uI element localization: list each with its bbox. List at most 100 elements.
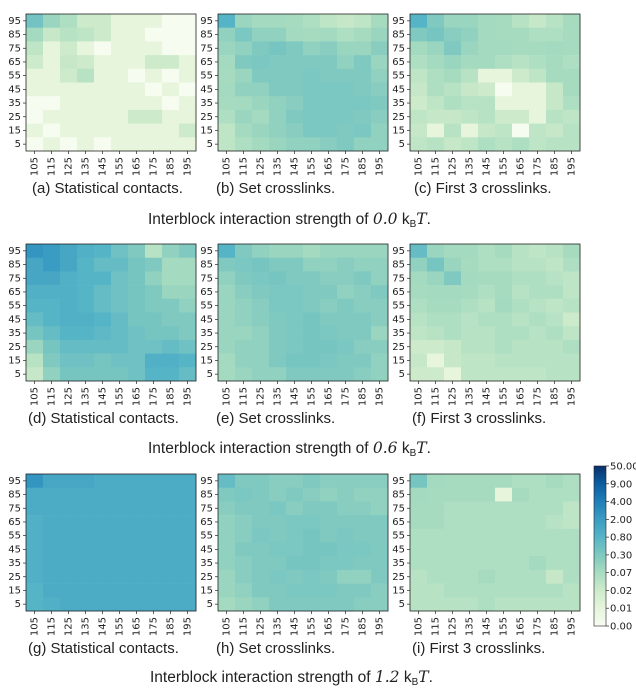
heatmap-frame <box>409 473 581 612</box>
heatmap-cell <box>60 271 78 286</box>
heatmap-cell <box>269 474 287 488</box>
x-tick-label: 145 <box>482 157 493 176</box>
y-tick-label: 85 <box>392 260 405 271</box>
heatmap-cell <box>145 487 163 502</box>
heatmap-cell <box>371 312 389 327</box>
heatmap-cell <box>128 528 146 543</box>
heatmap-cell <box>303 569 321 584</box>
x-tick-label: 145 <box>482 387 493 406</box>
heatmap-cell <box>563 474 581 488</box>
heatmap-cell <box>145 528 163 543</box>
heatmap-cell <box>286 123 304 138</box>
heatmap-cell <box>354 82 372 97</box>
x-tick-label: 155 <box>499 387 510 406</box>
heatmap-cell <box>371 271 389 286</box>
heatmap-cell <box>529 501 547 516</box>
x-tick-label: 145 <box>290 617 301 636</box>
heatmap-cell <box>512 569 530 584</box>
heatmap-cell <box>529 271 547 286</box>
heatmap-cell <box>410 569 428 584</box>
heatmap-cell <box>179 41 197 56</box>
heatmap-cell <box>94 109 112 124</box>
heatmap-cell <box>427 68 445 83</box>
heatmap-cell <box>303 96 321 111</box>
y-tick-label: 55 <box>392 301 405 312</box>
heatmap-cell <box>444 82 462 97</box>
heatmap-cell <box>77 27 95 42</box>
x-tick-label: 185 <box>550 617 561 636</box>
x-tick-label: 145 <box>482 617 493 636</box>
heatmap-cell <box>145 542 163 557</box>
heatmap-cell <box>269 528 287 543</box>
x-tick-label: 115 <box>239 387 250 406</box>
heatmap-cell <box>563 326 581 341</box>
heatmap-cell <box>461 14 479 28</box>
heatmap-cell <box>60 298 78 313</box>
heatmap-cell <box>461 244 479 258</box>
y-tick-label: 85 <box>8 490 21 501</box>
heatmap-cell <box>371 542 389 557</box>
heatmap-cell <box>179 68 197 83</box>
heatmap-cell <box>60 96 78 111</box>
y-tick-label: 45 <box>392 314 405 325</box>
x-tick-label: 175 <box>149 387 160 406</box>
y-tick-label: 75 <box>392 503 405 514</box>
heatmap-cell <box>546 583 564 598</box>
heatmap-cell <box>495 285 513 300</box>
heatmap-cell <box>286 14 304 28</box>
heatmap-cell <box>427 556 445 571</box>
heatmap-cell <box>529 569 547 584</box>
x-tick-label: 175 <box>149 617 160 636</box>
heatmap-cell <box>371 55 389 70</box>
y-tick-label: 45 <box>200 544 213 555</box>
heatmap-cell <box>354 244 372 258</box>
heatmap-cell <box>478 569 496 584</box>
heatmap-cell <box>77 109 95 124</box>
x-tick-label: 105 <box>222 157 233 176</box>
y-tick-label: 35 <box>392 328 405 339</box>
heatmap-cell <box>546 96 564 111</box>
heatmap-cell <box>495 515 513 530</box>
heatmap-cell <box>371 515 389 530</box>
heatmap-cell <box>77 367 95 382</box>
heatmap-cell <box>495 82 513 97</box>
panel-caption-d: (d) Statistical contacts. <box>28 410 179 427</box>
row-title-value: 0.6 <box>372 439 398 457</box>
heatmap-cell <box>320 597 338 612</box>
x-tick-label: 105 <box>414 157 425 176</box>
heatmap-cell <box>320 542 338 557</box>
x-tick-label: 105 <box>30 387 41 406</box>
heatmap-cell <box>563 298 581 313</box>
y-tick-label: 25 <box>392 572 405 583</box>
heatmap-cell <box>354 501 372 516</box>
row-title-unit-t: T <box>416 439 427 457</box>
heatmap-cell <box>427 353 445 368</box>
heatmap-cell <box>303 298 321 313</box>
heatmap-cell <box>303 597 321 612</box>
heatmap-cell <box>512 515 530 530</box>
x-tick-label: 115 <box>47 387 58 406</box>
heatmap-cell <box>495 298 513 313</box>
heatmap-cell <box>269 109 287 124</box>
heatmap-cell <box>162 367 180 382</box>
heatmap-cell <box>94 68 112 83</box>
heatmap-cell <box>337 487 355 502</box>
heatmap-cell <box>43 123 61 138</box>
row-title-suffix: . <box>426 440 431 457</box>
x-tick-label: 185 <box>550 387 561 406</box>
heatmap-cell <box>145 109 163 124</box>
heatmap-cell <box>60 312 78 327</box>
heatmap-cell <box>162 109 180 124</box>
y-tick-label: 5 <box>15 599 21 610</box>
heatmap-cell <box>26 298 44 313</box>
x-tick-label: 195 <box>375 157 386 176</box>
y-tick-label: 15 <box>200 355 213 366</box>
y-tick-label: 95 <box>392 246 405 257</box>
heatmap-cell <box>320 367 338 382</box>
heatmap-cell <box>371 96 389 111</box>
heatmap-cell <box>512 14 530 28</box>
x-tick-label: 185 <box>550 157 561 176</box>
colorbar-tick-label: 0.02 <box>610 586 632 597</box>
heatmap-cell <box>495 339 513 354</box>
heatmap-cell <box>410 353 428 368</box>
